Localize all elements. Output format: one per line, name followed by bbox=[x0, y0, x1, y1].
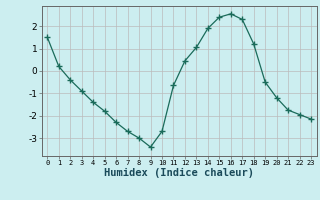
X-axis label: Humidex (Indice chaleur): Humidex (Indice chaleur) bbox=[104, 168, 254, 178]
